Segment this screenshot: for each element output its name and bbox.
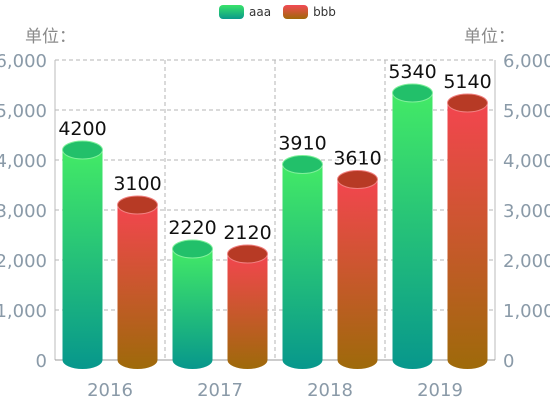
legend: aaa bbb [219, 3, 348, 21]
bar-aaa-2016 [62, 140, 103, 369]
y-tick-label-left: 1,000 [0, 301, 47, 322]
y-tick-label-right: 2,000 [503, 251, 550, 272]
y-tick-label-left: 0 [36, 351, 47, 372]
legend-swatch-bbb [283, 5, 309, 19]
bar-body [172, 249, 213, 369]
bar-cap [337, 170, 378, 189]
bar-body [117, 205, 158, 369]
bar-body [392, 93, 433, 369]
legend-label-aaa: aaa [249, 5, 272, 19]
bar-cap [392, 83, 433, 103]
bar-cap [117, 195, 158, 215]
data-label: 3610 [333, 148, 381, 170]
y-tick-label-left: 5,000 [0, 101, 47, 122]
data-label: 4200 [58, 118, 106, 140]
bar-body [62, 150, 103, 369]
bar-aaa-2019 [392, 83, 433, 369]
y-tick-label-left: 6,000 [0, 51, 47, 72]
bar-body [282, 164, 323, 369]
left-unit-label: 单位： [25, 27, 76, 47]
y-tick-label-right: 0 [503, 351, 514, 372]
bar-body [227, 254, 268, 369]
data-label: 3910 [278, 133, 326, 155]
x-tick-label: 2019 [417, 380, 463, 401]
y-tick-label-right: 3,000 [503, 201, 550, 222]
legend-label-bbb: bbb [313, 5, 336, 19]
bar-cap [172, 239, 213, 259]
data-label: 3100 [113, 173, 161, 195]
data-label: 5140 [443, 71, 491, 93]
bar-bbb-2019 [447, 93, 488, 369]
y-tick-label-right: 6,000 [503, 51, 550, 72]
bar-cap [227, 244, 268, 264]
y-tick-label-right: 5,000 [503, 101, 550, 122]
legend-item-bbb[interactable]: bbb [283, 5, 336, 19]
y-tick-label-left: 2,000 [0, 251, 47, 272]
bar-aaa-2017 [172, 239, 213, 369]
bar-bbb-2016 [117, 195, 158, 369]
y-tick-label-left: 4,000 [0, 151, 47, 172]
bar-cap [62, 140, 103, 160]
bar-body [447, 103, 488, 369]
bar-bbb-2017 [227, 244, 268, 369]
legend-swatch-aaa [219, 5, 244, 19]
x-tick-label: 2016 [87, 380, 133, 401]
x-tick-label: 2017 [197, 380, 243, 401]
data-label: 5340 [388, 61, 436, 83]
right-unit-label: 单位： [464, 27, 515, 47]
bar-cap [447, 93, 488, 113]
data-label: 2120 [223, 222, 271, 244]
y-tick-label-left: 3,000 [0, 201, 47, 222]
x-tick-label: 2018 [307, 380, 353, 401]
bar-aaa-2018 [282, 155, 323, 369]
bar-body [337, 179, 378, 369]
data-label: 2220 [168, 217, 216, 239]
y-tick-label-right: 1,000 [503, 301, 550, 322]
bar-bbb-2018 [337, 170, 378, 369]
bar-cap [282, 155, 323, 174]
y-tick-label-right: 4,000 [503, 151, 550, 172]
legend-item-aaa[interactable]: aaa [219, 5, 271, 19]
